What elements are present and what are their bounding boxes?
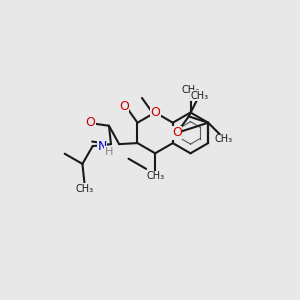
Text: O: O [119,100,129,112]
Text: O: O [85,116,95,129]
Text: CH₃: CH₃ [214,134,232,144]
Text: CH₃: CH₃ [191,91,209,100]
Text: CH₃: CH₃ [75,184,94,194]
Text: CH₃: CH₃ [182,85,200,95]
Text: CH₃: CH₃ [146,171,164,181]
Text: N: N [97,140,107,153]
Text: O: O [172,126,182,140]
Text: H: H [104,147,113,157]
Text: O: O [150,106,160,119]
